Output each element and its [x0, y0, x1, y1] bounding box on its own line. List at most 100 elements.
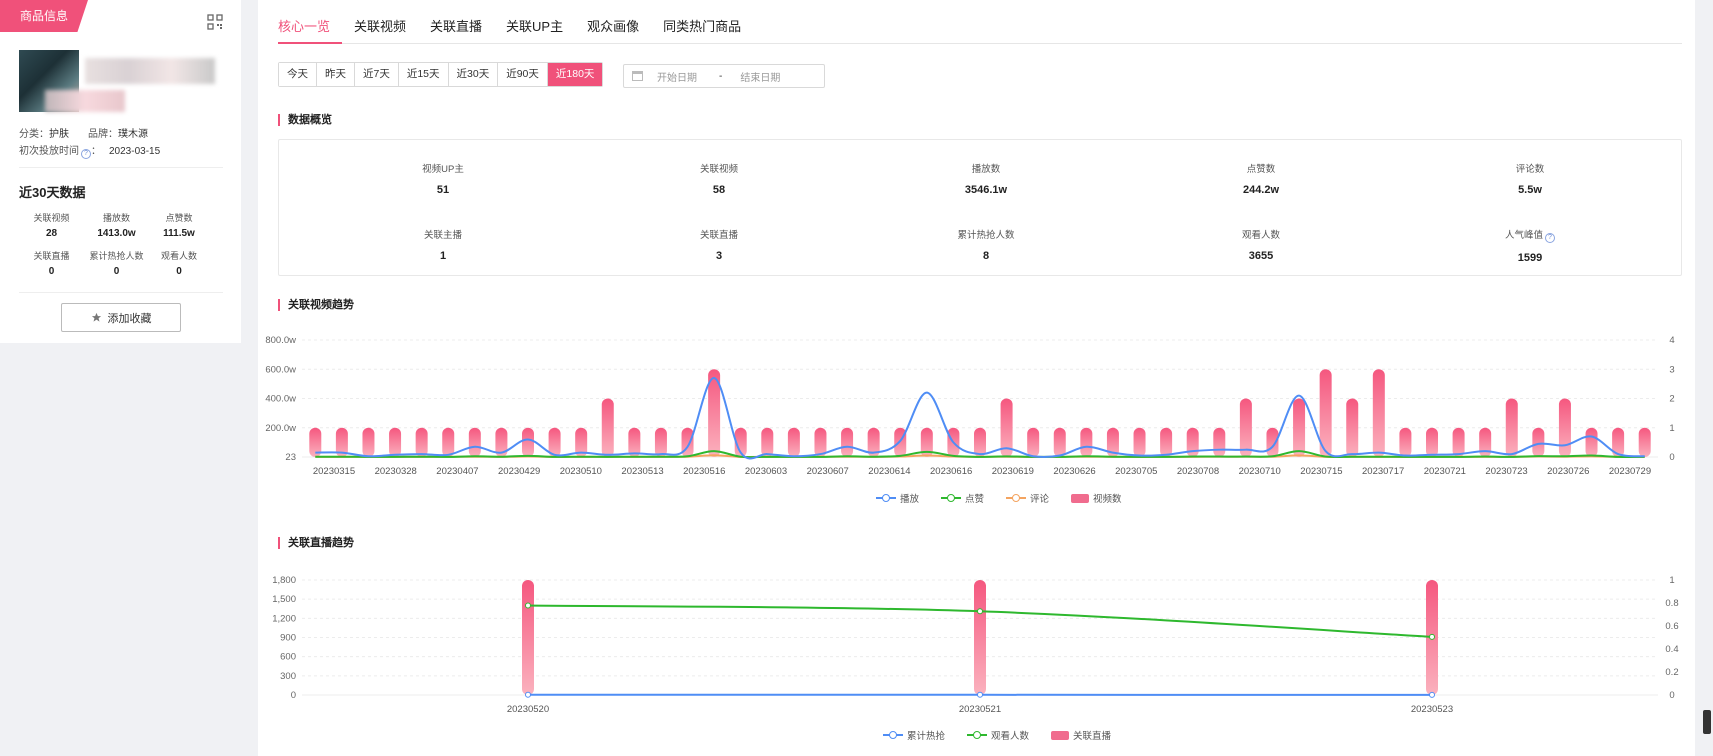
bar-video-count [1399, 427, 1412, 457]
stat-label: 累计热抢人数 [957, 230, 1015, 241]
y-right-tick-label: 2 [1669, 394, 1674, 405]
product-subtitle-blurred [45, 90, 125, 112]
legend-item-video-count[interactable]: 视频数 [1071, 491, 1122, 505]
bar-video-count [468, 427, 481, 457]
bar-video-count [442, 427, 455, 457]
range-30d[interactable]: 近30天 [448, 63, 499, 86]
y-right-tick-label: 0.4 [1665, 644, 1678, 655]
y-left-tick-label: 23 [285, 452, 296, 463]
bar-video-count [1426, 427, 1438, 457]
brand-label: 品牌： [88, 129, 118, 140]
tab-audience-profile[interactable]: 观众画像 [587, 19, 640, 34]
calendar-icon [632, 71, 643, 81]
y-right-tick-label: 4 [1669, 335, 1674, 346]
video-trend-title: 关联视频趋势 [278, 299, 354, 311]
bar-video-count [1080, 427, 1093, 457]
stat-label: 关联视频 [33, 213, 70, 223]
video-trend-legend: 播放 点赞 评论 视频数 [876, 491, 1122, 505]
end-date-input[interactable]: 结束日期 [740, 72, 781, 84]
stat-value: 244.2w [1242, 184, 1280, 196]
bar-video-count [1000, 398, 1013, 457]
stat-label: 评论数 [1515, 164, 1545, 175]
tab-similar-products[interactable]: 同类热门商品 [663, 19, 742, 34]
y-right-tick-label: 0.2 [1665, 667, 1678, 678]
bar-video-count [1372, 369, 1385, 457]
x-tick-label: 20230607 [807, 466, 849, 477]
overview-stat: 视频UP主 51 [383, 161, 503, 196]
tab-related-up[interactable]: 关联UP主 [506, 19, 564, 34]
bar-video-count [654, 427, 667, 457]
bar-video-count [1479, 427, 1492, 457]
y-right-tick-label: 1 [1669, 423, 1674, 434]
qr-code-icon[interactable] [207, 14, 223, 30]
range-180d[interactable]: 近180天 [547, 63, 603, 86]
range-yesterday[interactable]: 昨天 [317, 63, 355, 86]
overview-stat: 关联直播 3 [659, 227, 779, 262]
bar-video-count [628, 427, 641, 457]
range-90d[interactable]: 近90天 [498, 63, 548, 86]
add-favorite-button[interactable]: 添加收藏 [61, 303, 181, 332]
bar-video-count [548, 427, 561, 457]
x-tick-label: 20230523 [1411, 704, 1453, 715]
stat-label: 点赞数 [1246, 164, 1276, 175]
time-range-selector: 今天 昨天 近7天 近15天 近30天 近90天 近180天 [278, 62, 604, 87]
x-tick-label: 20230603 [745, 466, 787, 477]
bar-video-count [522, 427, 534, 457]
x-tick-label: 20230729 [1609, 466, 1651, 477]
x-tick-label: 20230614 [868, 466, 910, 477]
start-date-input[interactable]: 开始日期 [657, 72, 697, 84]
stat-label: 关联主播 [423, 230, 462, 241]
y-left-tick-label: 600 [280, 652, 296, 663]
bar-video-count [362, 427, 375, 457]
bar-video-count [1319, 369, 1332, 457]
tab-core-overview[interactable]: 核心一览 [278, 0, 343, 44]
x-tick-label: 20230520 [507, 704, 549, 715]
legend-label: 累计热抢 [907, 731, 946, 742]
x-tick-label: 20230429 [498, 466, 540, 477]
bar-video-count [1638, 427, 1651, 457]
overview-stat: 评论数 5.5w [1470, 161, 1590, 196]
tab-related-videos[interactable]: 关联视频 [354, 19, 407, 34]
x-tick-label: 20230315 [313, 466, 355, 477]
point-viewers [1429, 633, 1435, 640]
x-tick-label: 20230516 [683, 466, 725, 477]
bar-video-count [1133, 427, 1146, 457]
date-range-picker[interactable]: 开始日期 - 结束日期 [623, 64, 825, 88]
scrollbar-thumb[interactable] [1703, 710, 1711, 734]
legend-item-hot-grab[interactable]: 累计热抢 [883, 728, 945, 742]
stat-value: 0 [113, 266, 120, 277]
legend-line-icon [941, 494, 962, 502]
range-7d[interactable]: 近7天 [355, 63, 399, 86]
y-left-tick-label: 1,800 [272, 575, 296, 586]
tab-related-live[interactable]: 关联直播 [430, 19, 483, 34]
x-tick-label: 20230705 [1115, 466, 1157, 477]
legend-item-play[interactable]: 播放 [876, 491, 919, 505]
legend-item-comment[interactable]: 评论 [1006, 491, 1049, 505]
category-label: 分类： [19, 129, 49, 140]
stat-label: 播放数 [102, 213, 130, 223]
stat-value: 1 [439, 250, 447, 262]
legend-item-like[interactable]: 点赞 [941, 491, 984, 505]
live-trend-title: 关联直播趋势 [278, 537, 354, 549]
legend-item-viewers[interactable]: 观看人数 [967, 728, 1029, 742]
date-separator: - [719, 70, 723, 82]
bar-video-count [734, 427, 747, 457]
legend-line-icon [967, 731, 988, 739]
category-meta: 分类：护肤 [19, 125, 69, 140]
bar-video-count [708, 369, 721, 457]
x-tick-label: 20230717 [1362, 466, 1404, 477]
range-15d[interactable]: 近15天 [398, 63, 449, 86]
range-today[interactable]: 今天 [279, 63, 317, 86]
overview-stat: 人气峰值? 1599 [1470, 227, 1590, 264]
bar-video-count [575, 427, 588, 457]
help-icon[interactable]: ? [81, 149, 91, 159]
bar-video-count [787, 427, 800, 457]
help-icon[interactable]: ? [1545, 233, 1555, 243]
legend-item-live[interactable]: 关联直播 [1051, 728, 1111, 742]
legend-label: 关联直播 [1073, 731, 1112, 742]
main-content: 核心一览 关联视频 关联直播 关联UP主 观众画像 同类热门商品 今天 昨天 近… [258, 0, 1695, 756]
first-time-label: 初次投放时间 [19, 146, 79, 157]
add-favorite-label: 添加收藏 [107, 312, 152, 325]
divider [19, 292, 223, 293]
recent30-grid: 关联视频 28 播放数 1413.0w 点赞数 111.5w 关联直播 0 累计热抢人数… [19, 211, 209, 277]
